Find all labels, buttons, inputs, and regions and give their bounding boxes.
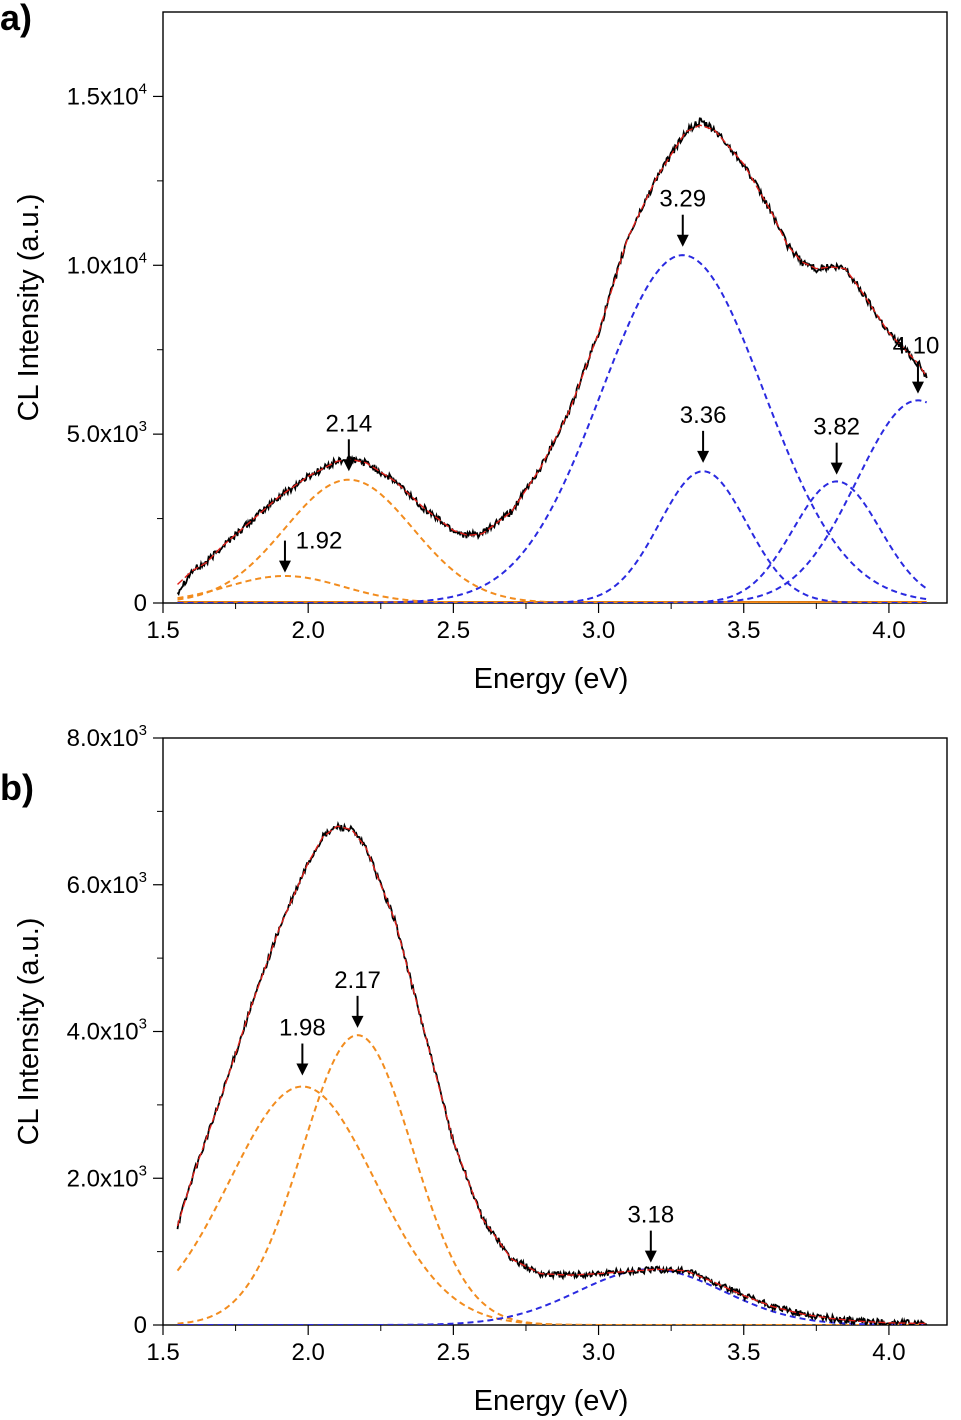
y-tick-label-b: 6.0x103 (67, 869, 147, 899)
plot-frame-a (162, 11, 948, 604)
peak-label: 1.92 (296, 528, 343, 555)
peak-label: 2.14 (325, 410, 372, 437)
peak-annotation-a-3.29: 3.29 (659, 186, 706, 247)
peak-label: 2.17 (334, 967, 381, 994)
peak-annotation-a-4.10: 4.10 (893, 333, 940, 394)
peak-annotation-a-1.92: 1.92 (278, 528, 343, 573)
y-tick-label-a: 1.5x104 (67, 80, 147, 110)
y-tick-label-b: 0 (134, 1312, 147, 1339)
y-tick-label-a: 5.0x103 (67, 418, 147, 448)
gaussian-component-b-1.98 (176, 1085, 927, 1325)
y-tick-label-a: 0 (134, 590, 147, 617)
panel-a: a) 1.5 2.0 2.5 3.0 3.5 4.0 0 5.0x103 1.0x104 1.5x1… (0, 0, 948, 695)
y-tick-label-b: 4.0x103 (67, 1016, 147, 1046)
x-tick-label-b: 3.5 (727, 1339, 760, 1366)
panel-label-a: a) (0, 0, 32, 38)
x-tick-label-b: 1.5 (146, 1339, 179, 1366)
panel-label-b: b) (0, 767, 34, 808)
peak-arrow-head (278, 560, 291, 573)
peak-arrow-head (342, 459, 355, 472)
gaussian-component-a-2.14 (177, 478, 927, 603)
gaussian-component-b-3.18 (177, 1268, 927, 1325)
x-axis-label-b: Energy (eV) (474, 1385, 629, 1417)
peak-label: 3.82 (813, 414, 860, 441)
fit-curve-a (177, 124, 928, 585)
x-tick-label-b: 2.0 (291, 1339, 324, 1366)
gaussian-component-b-2.17 (177, 1034, 927, 1325)
peak-arrow-head (830, 462, 843, 475)
x-tick-label-a: 1.5 (146, 617, 179, 644)
x-tick-label-a: 4.0 (872, 617, 905, 644)
x-tick-label-b: 3.0 (582, 1339, 615, 1366)
peak-label: 3.18 (627, 1202, 674, 1229)
x-tick-label-a: 2.0 (291, 617, 324, 644)
peak-label: 3.29 (659, 186, 706, 213)
peak-annotation-a-3.82: 3.82 (813, 414, 860, 475)
peak-label: 3.36 (680, 402, 727, 429)
peak-label: 4.10 (893, 333, 940, 360)
plot-area-a (176, 117, 928, 603)
x-tick-label-b: 4.0 (872, 1339, 905, 1366)
peak-annotation-a-3.36: 3.36 (680, 402, 727, 463)
y-axis-label-b: CL Intensity (a.u.) (13, 918, 45, 1146)
plot-area-b (176, 820, 928, 1325)
gaussian-component-a-3.82 (177, 480, 928, 603)
panel-b: b) 1.5 2.0 2.5 3.0 3.5 4.0 0 2.0x103 4.0x103 6.0x1… (0, 722, 948, 1417)
peak-annotation-b-2.17: 2.17 (334, 967, 381, 1028)
measured-spectrum-b (176, 820, 928, 1325)
peak-arrow-head (351, 1015, 364, 1028)
x-tick-label-a: 3.0 (582, 617, 615, 644)
measured-spectrum-a (176, 117, 928, 596)
peak-arrow-head (911, 381, 924, 394)
gaussian-component-a-4.1 (177, 399, 928, 603)
fit-curve-b (176, 825, 927, 1325)
x-tick-label-a: 2.5 (437, 617, 470, 644)
peak-annotation-b-1.98: 1.98 (279, 1015, 326, 1076)
y-tick-label-a: 1.0x104 (67, 249, 147, 279)
x-tick-label-a: 3.5 (727, 617, 760, 644)
peak-arrow-head (296, 1063, 309, 1076)
y-tick-label-b: 2.0x103 (67, 1162, 147, 1192)
x-tick-label-b: 2.5 (437, 1339, 470, 1366)
peak-annotation-a-2.14: 2.14 (325, 410, 372, 472)
y-axis-label-a: CL Intensity (a.u.) (13, 194, 45, 422)
y-tick-label-b: 8.0x103 (67, 722, 147, 752)
peak-label: 1.98 (279, 1015, 326, 1042)
peak-arrow-head (697, 450, 710, 463)
peak-arrow-head (676, 234, 689, 247)
x-axis-label-a: Energy (eV) (474, 663, 629, 695)
peak-annotation-b-3.18: 3.18 (627, 1202, 674, 1263)
peak-arrow-head (644, 1250, 657, 1263)
